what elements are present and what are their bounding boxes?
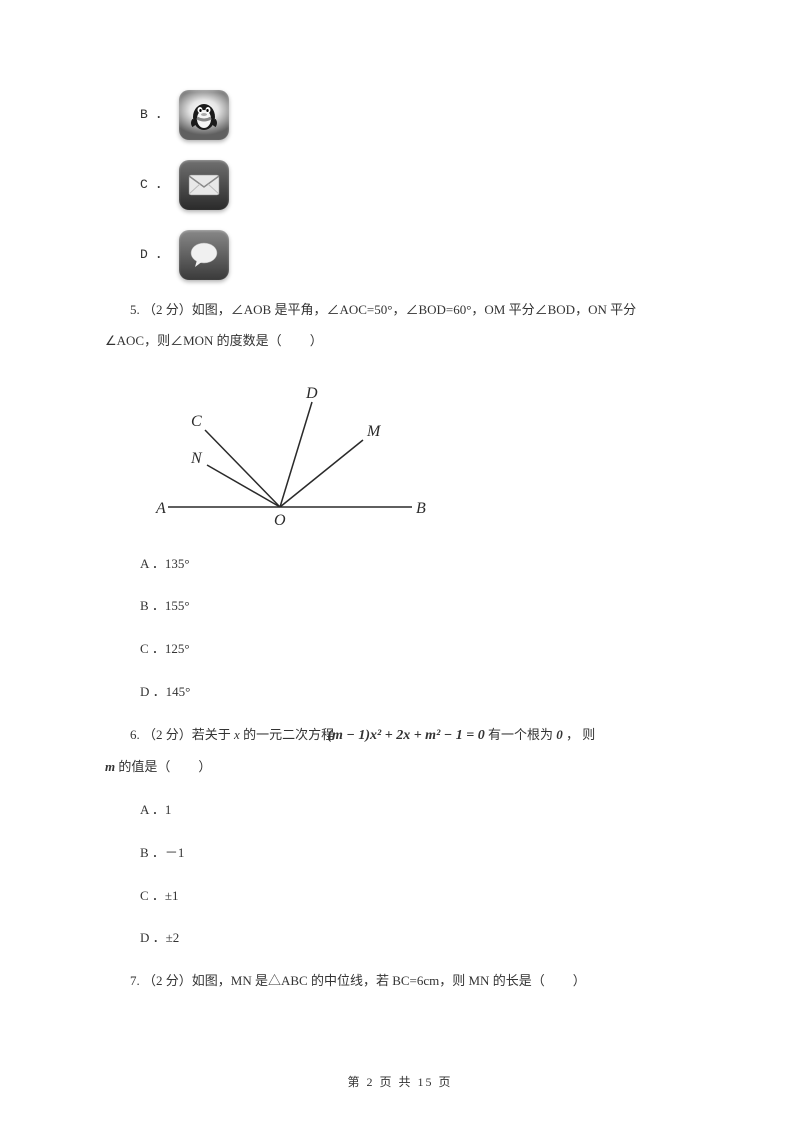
question-6-text: 6. （2 分）若关于 x 的一元二次方程 (m − 1)x² + 2x + m… <box>105 725 695 747</box>
page-number-text: 第 2 页 共 15 页 <box>347 1075 452 1089</box>
svg-text:M: M <box>366 423 382 440</box>
q6-mid3: ， 则 <box>566 727 595 742</box>
q6-mid1: 的一元二次方程 <box>243 727 334 742</box>
envelope-svg-icon <box>187 173 221 197</box>
speech-bubble-icon <box>179 230 229 280</box>
q5-option-c: C ．125° <box>105 639 695 660</box>
q5-points: （2 分） <box>143 302 192 317</box>
option-b-row: B ． <box>105 90 695 140</box>
question-5-text: 5. （2 分）如图，∠AOB 是平角，∠AOC=50°，∠BOD=60°，OM… <box>105 300 695 321</box>
q6-zero: 0 <box>556 727 563 742</box>
q6-var-m: m <box>105 759 115 774</box>
q5-line2: ∠AOC，则∠MON 的度数是（ <box>105 333 282 348</box>
q5-paren-close: ） <box>310 333 323 348</box>
q6-paren-close: ） <box>198 759 211 774</box>
svg-text:O: O <box>274 512 286 529</box>
q5-option-b: B ．155° <box>105 596 695 617</box>
option-d-row: D ． <box>105 230 695 280</box>
q6-var-x: x <box>234 727 240 742</box>
question-5-line2-wrap: ∠AOC，则∠MON 的度数是（ ） <box>105 331 695 352</box>
qq-penguin-icon <box>179 90 229 140</box>
q6-points: （2 分） <box>143 727 192 742</box>
penguin-svg-icon <box>186 97 222 133</box>
svg-text:C: C <box>191 413 202 430</box>
q6-option-a: A ．1 <box>105 800 695 821</box>
svg-text:N: N <box>190 450 203 467</box>
mail-envelope-icon <box>179 160 229 210</box>
q6-option-d: D ．±2 <box>105 928 695 949</box>
q6-option-b: B ．－1 <box>105 843 695 864</box>
option-c-label: C ． <box>140 175 169 196</box>
q7-text: 如图，MN 是△ABC 的中位线，若 BC=6cm，则 MN 的长是（ <box>192 973 545 988</box>
q6-number: 6. <box>130 727 140 742</box>
q6-option-c: C ．±1 <box>105 886 695 907</box>
question-7-text: 7. （2 分）如图，MN 是△ABC 的中位线，若 BC=6cm，则 MN 的… <box>105 971 695 992</box>
svg-text:B: B <box>416 500 426 517</box>
q6-mid2: 有一个根为 <box>488 727 553 742</box>
q7-paren-close: ） <box>573 973 586 988</box>
q5-number: 5. <box>130 302 140 317</box>
q7-number: 7. <box>130 973 140 988</box>
q6-pre: 若关于 <box>192 727 231 742</box>
option-c-row: C ． <box>105 160 695 210</box>
question-6-line2-wrap: m 的值是（ ） <box>105 757 695 778</box>
option-d-label: D ． <box>140 245 169 266</box>
svg-text:D: D <box>305 385 318 402</box>
q5-line1: 如图，∠AOB 是平角，∠AOC=50°，∠BOD=60°，OM 平分∠BOD，… <box>192 302 636 317</box>
q6-end: 的值是（ <box>118 759 170 774</box>
q7-points: （2 分） <box>143 973 192 988</box>
angle-diagram-svg: A B C D M N O <box>140 377 430 532</box>
page-footer: 第 2 页 共 15 页 <box>0 1073 800 1092</box>
q6-equation: (m − 1)x² + 2x + m² − 1 = 0 <box>337 725 484 747</box>
option-b-label: B ． <box>140 105 169 126</box>
svg-text:A: A <box>155 500 166 517</box>
q5-option-d: D ．145° <box>105 682 695 703</box>
q5-option-a: A ．135° <box>105 554 695 575</box>
bubble-svg-icon <box>187 240 221 270</box>
angle-diagram: A B C D M N O <box>140 377 430 532</box>
